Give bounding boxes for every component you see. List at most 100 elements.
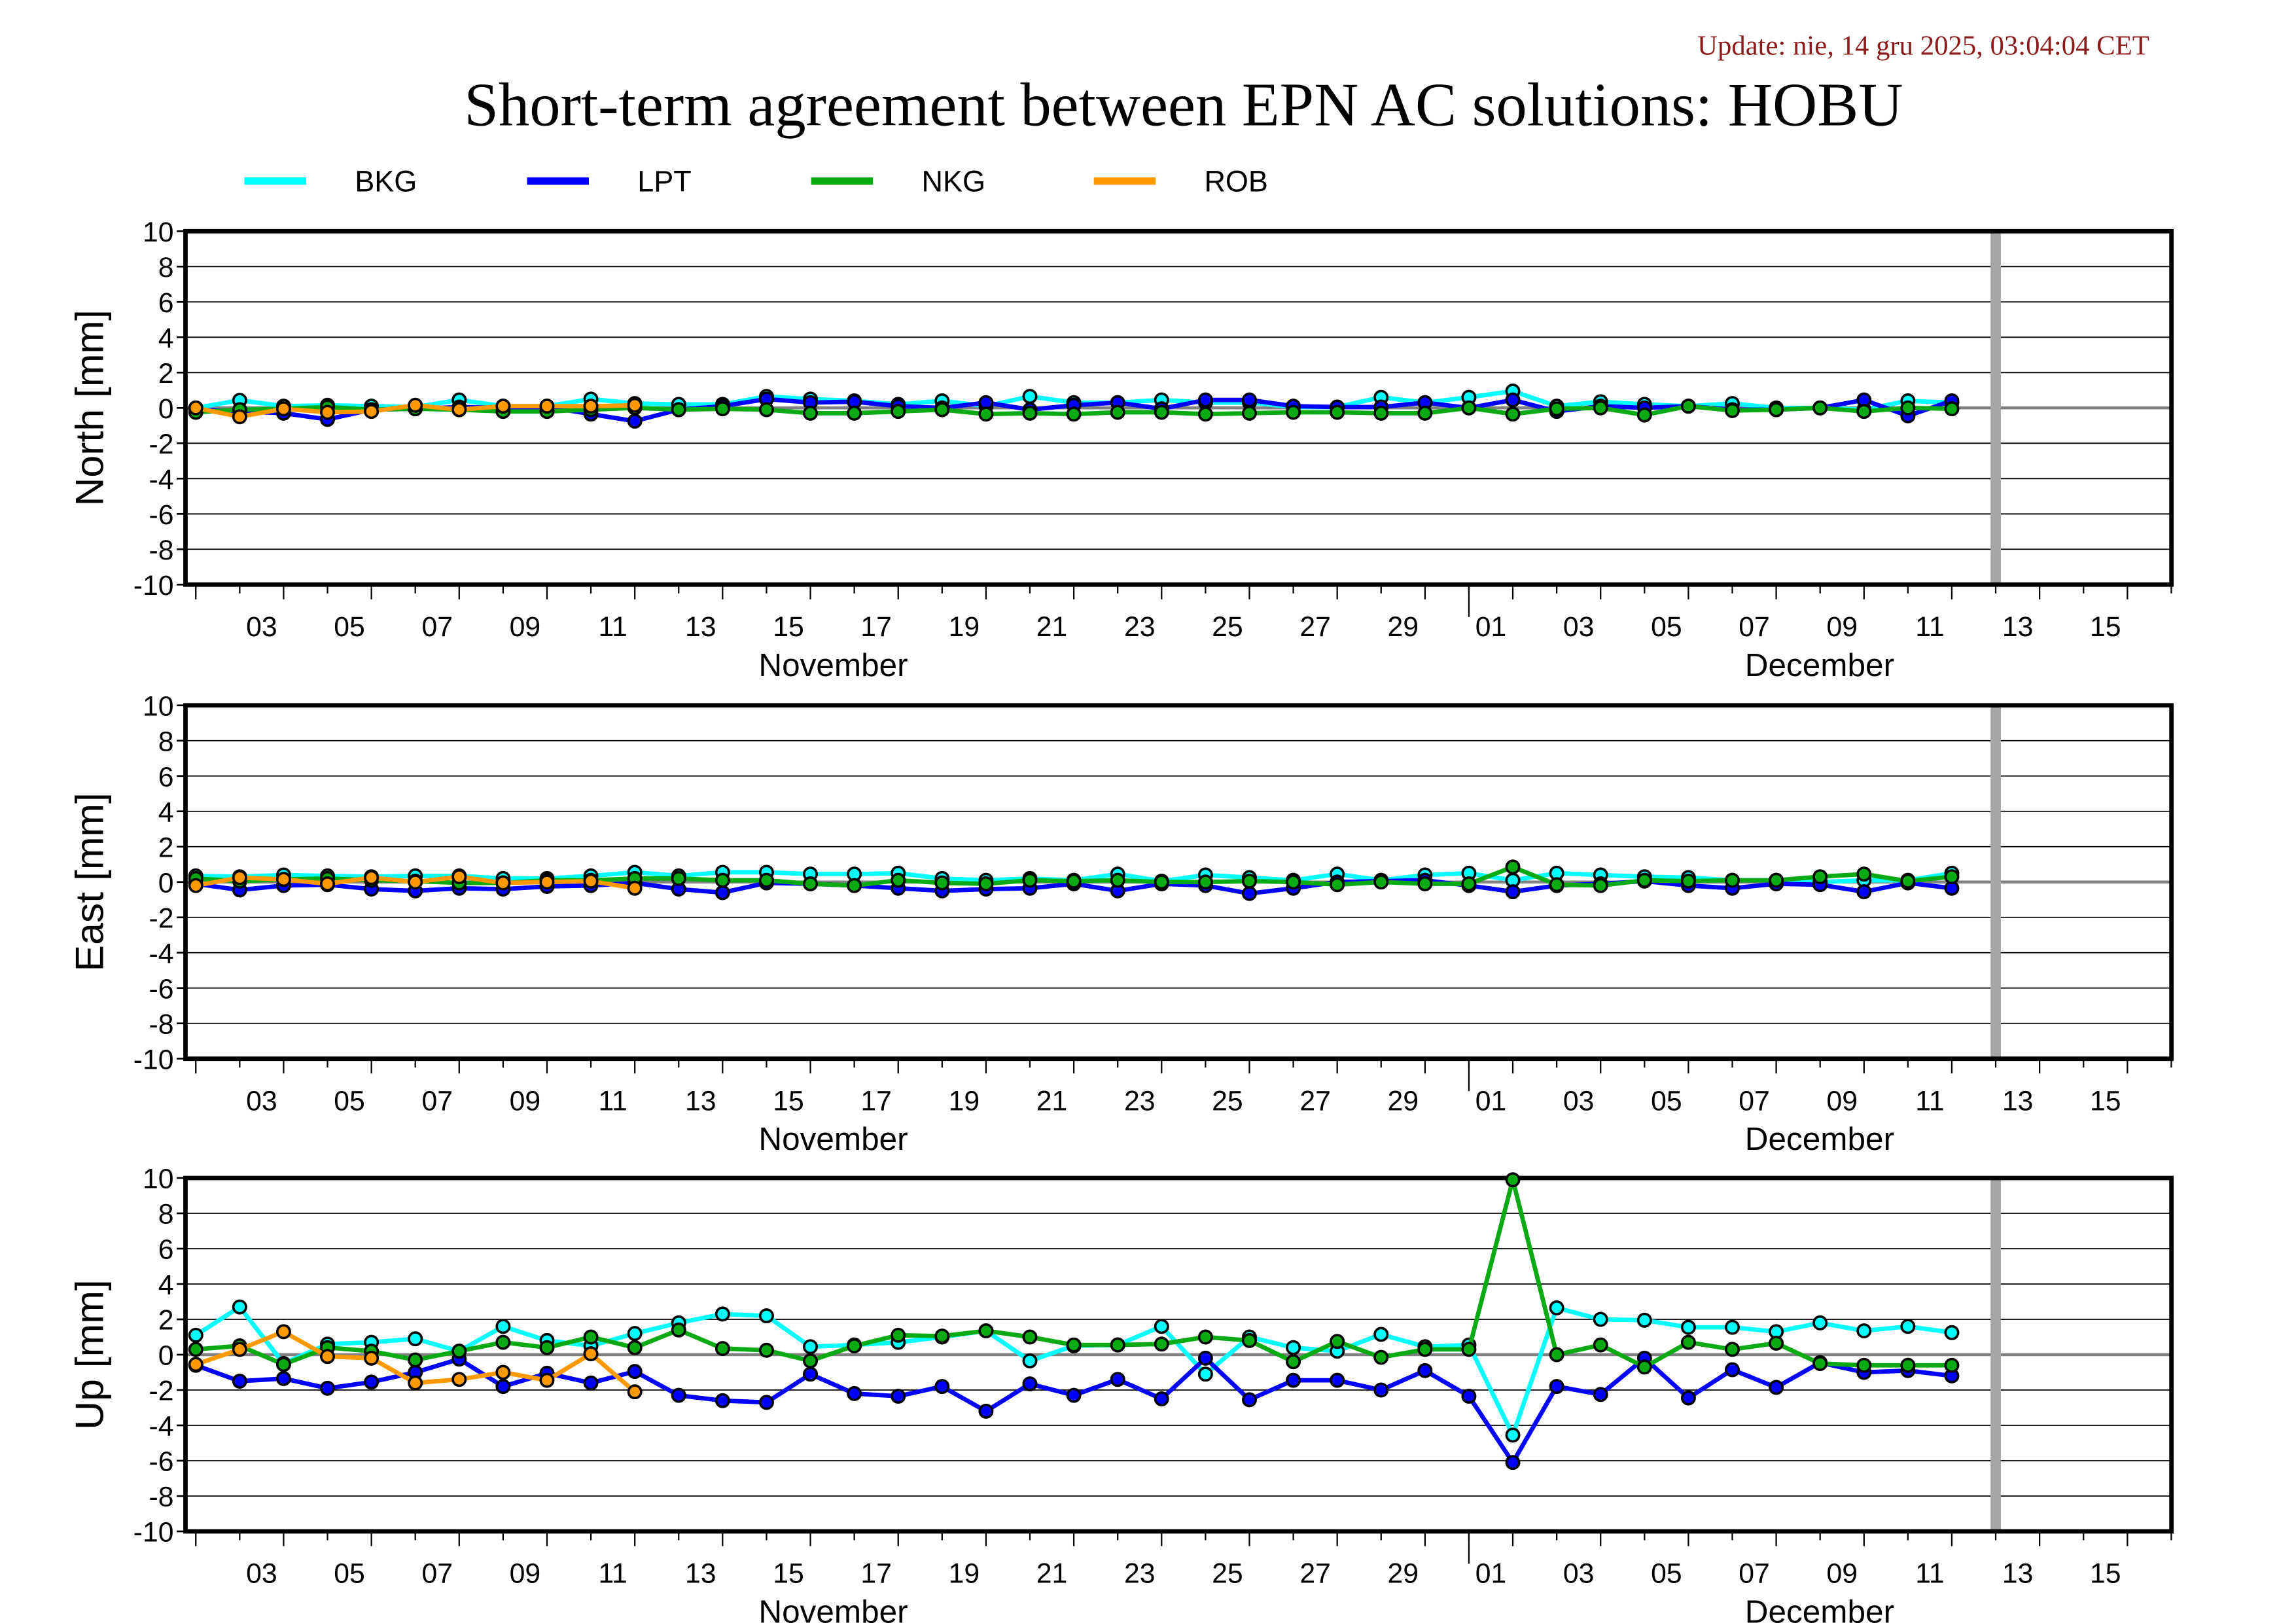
- data-point: [320, 1349, 335, 1364]
- data-point: [803, 876, 819, 891]
- data-point: [232, 870, 247, 885]
- data-point: [978, 876, 994, 891]
- y-tick-label: 8: [158, 252, 174, 283]
- data-point: [539, 1372, 555, 1388]
- data-point: [1505, 1172, 1521, 1188]
- legend-label: LPT: [637, 165, 692, 198]
- x-tick-label: 01: [1475, 1558, 1507, 1590]
- data-point: [1549, 1300, 1564, 1315]
- x-tick-label: 21: [1036, 611, 1068, 643]
- data-point: [1242, 885, 1257, 901]
- x-tick-label: 13: [685, 1558, 716, 1590]
- data-point: [803, 1366, 819, 1382]
- data-point: [1417, 1363, 1433, 1378]
- data-point: [934, 402, 950, 418]
- legend-item-bkg: BKG: [244, 165, 417, 198]
- y-tick-label: -8: [149, 535, 173, 566]
- data-point: [1900, 1319, 1916, 1334]
- data-point: [583, 399, 599, 414]
- y-tick-label: 8: [158, 726, 174, 758]
- data-point: [1066, 1337, 1082, 1353]
- data-point: [495, 399, 511, 414]
- x-tick-label: 19: [949, 1086, 980, 1117]
- x-tick-label: 11: [1915, 1086, 1944, 1117]
- data-point: [1680, 1334, 1696, 1350]
- data-point: [1549, 401, 1564, 417]
- data-point: [847, 1338, 862, 1353]
- data-point: [715, 872, 730, 888]
- data-point: [320, 1380, 335, 1396]
- data-point: [847, 405, 862, 421]
- data-point: [715, 885, 730, 901]
- data-point: [1154, 1336, 1169, 1352]
- data-point: [232, 409, 247, 425]
- legend-item-nkg: NKG: [811, 165, 985, 198]
- data-point: [671, 870, 686, 886]
- x-tick-label: 07: [1739, 1086, 1770, 1117]
- data-point: [1636, 407, 1652, 423]
- legend-label: BKG: [355, 165, 417, 198]
- data-point: [1330, 404, 1345, 420]
- x-tick-label: 15: [2090, 611, 2121, 643]
- x-tick-label: 27: [1299, 1086, 1331, 1117]
- x-tick-label: 29: [1388, 1558, 1419, 1590]
- data-point: [1373, 1382, 1389, 1398]
- x-tick-label: 17: [860, 1558, 892, 1590]
- x-tick-label: 23: [1124, 611, 1156, 643]
- series-rob: [188, 869, 643, 896]
- y-tick-label: -4: [149, 1411, 173, 1442]
- update-timestamp: Update: nie, 14 gru 2025, 03:04:04 CET: [1697, 30, 2149, 61]
- y-tick-label: 0: [158, 868, 174, 899]
- y-tick-label: 6: [158, 762, 174, 793]
- y-tick-label: 0: [158, 1340, 174, 1372]
- data-point: [1812, 1315, 1828, 1330]
- data-point: [1461, 400, 1477, 416]
- data-point: [803, 1353, 819, 1368]
- data-point: [803, 405, 819, 421]
- data-point: [451, 402, 467, 418]
- data-point: [408, 1352, 423, 1368]
- data-point: [803, 1339, 819, 1355]
- data-point: [275, 872, 291, 887]
- data-point: [188, 1357, 203, 1372]
- x-tick-label: 05: [334, 1086, 365, 1117]
- x-tick-label: 09: [1826, 611, 1858, 643]
- y-tick-label: -10: [133, 1517, 174, 1548]
- y-tick-label: -8: [149, 1482, 173, 1513]
- data-point: [758, 1308, 774, 1324]
- month-label: December: [1745, 647, 1894, 683]
- data-point: [320, 876, 335, 891]
- data-point: [583, 1346, 599, 1362]
- x-tick-label: 25: [1212, 1086, 1243, 1117]
- data-point: [275, 1370, 291, 1386]
- data-point: [758, 1395, 774, 1410]
- data-point: [1856, 404, 1872, 419]
- series-lpt: [188, 1350, 1960, 1471]
- data-point: [1593, 1387, 1608, 1402]
- data-point: [1725, 872, 1740, 888]
- x-tick-label: 15: [2090, 1558, 2121, 1590]
- data-point: [188, 878, 203, 893]
- data-point: [1154, 404, 1169, 420]
- x-tick-label: 01: [1475, 611, 1507, 643]
- x-tick-label: 05: [1651, 1086, 1682, 1117]
- y-tick-label: -2: [149, 429, 173, 460]
- data-point: [275, 1324, 291, 1340]
- data-point: [627, 1384, 643, 1400]
- x-tick-label: 03: [246, 611, 277, 643]
- x-tick-label: 09: [510, 611, 541, 643]
- data-point: [978, 1403, 994, 1419]
- data-point: [1330, 1334, 1345, 1349]
- data-point: [758, 1342, 774, 1358]
- data-point: [1505, 884, 1521, 900]
- y-tick-label: 4: [158, 797, 174, 829]
- data-point: [1373, 1349, 1389, 1365]
- data-point: [1505, 859, 1521, 875]
- panel-north: 10 8 6 4 2 0 -2 -4 -6 -8 -10 03 05 07 09 11 13 15 17 19 21 23…: [67, 217, 2174, 683]
- data-point: [1197, 406, 1213, 422]
- month-label: December: [1745, 1594, 1894, 1623]
- y-tick-label: -10: [133, 570, 174, 601]
- data-point: [1373, 1327, 1389, 1342]
- series-nkg: [188, 1172, 1960, 1375]
